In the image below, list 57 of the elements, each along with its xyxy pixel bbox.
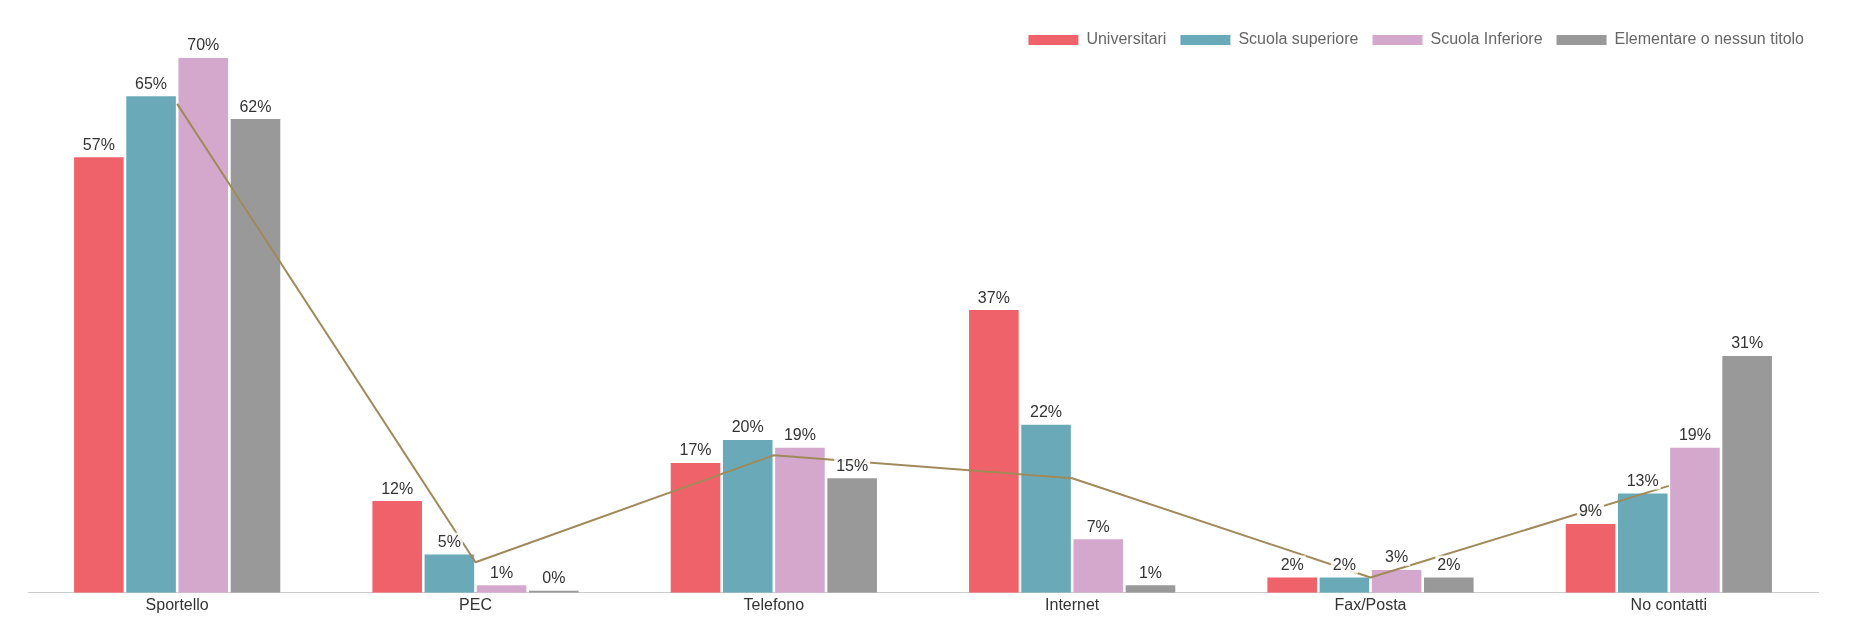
data-label: 62% (239, 97, 272, 115)
data-label: 37% (977, 288, 1010, 306)
bar (126, 96, 176, 593)
bar (1371, 569, 1422, 593)
bar (424, 554, 475, 593)
data-label: 15% (836, 456, 869, 474)
x-tick-label: PEC (459, 595, 492, 613)
data-label: 1% (1138, 563, 1163, 581)
data-label: 31% (1731, 334, 1764, 352)
bar (476, 585, 527, 593)
bar (1021, 424, 1071, 593)
data-label: 9% (1578, 502, 1603, 520)
legend-label: Elementare o nessun titolo (1614, 30, 1805, 48)
data-label: 22% (1030, 403, 1063, 421)
data-label: 3% (1385, 548, 1409, 566)
data-label: 5% (437, 533, 461, 551)
data-label: 65% (135, 74, 168, 92)
bar (1267, 577, 1317, 593)
data-label: 2% (1332, 555, 1356, 573)
bar (1565, 524, 1616, 593)
data-label: 0% (542, 569, 566, 587)
data-label: 70% (187, 36, 220, 54)
data-label: 12% (381, 479, 414, 497)
x-tick-label: Sportello (145, 595, 209, 613)
data-label: 20% (731, 418, 764, 436)
bar (969, 310, 1019, 593)
bar (230, 119, 281, 593)
data-label: 2% (1437, 555, 1461, 573)
bar (722, 440, 773, 593)
data-label: 13% (1626, 471, 1659, 489)
legend-label: Scuola Inferiore (1430, 30, 1543, 48)
x-tick-label: Telefono (743, 595, 805, 613)
bar (178, 58, 229, 593)
bar (670, 462, 721, 593)
data-label: 57% (82, 135, 115, 153)
legend-label: Scuola superiore (1238, 30, 1359, 48)
bar (827, 478, 877, 593)
x-tick-label: No contatti (1630, 595, 1708, 613)
legend-label: Universitari (1086, 30, 1167, 48)
bar (1722, 355, 1772, 593)
bar (1073, 539, 1124, 593)
bar (1617, 493, 1668, 593)
bar (372, 501, 422, 593)
x-tick-label: Fax/Posta (1334, 595, 1407, 613)
data-label: 19% (783, 426, 816, 444)
data-label: 1% (490, 563, 514, 581)
bar (775, 447, 825, 593)
bar (1424, 577, 1474, 593)
data-label: 17% (679, 441, 712, 459)
bar (1670, 447, 1720, 593)
data-label: 2% (1280, 555, 1304, 573)
data-label: 7% (1086, 517, 1110, 535)
data-label: 19% (1678, 426, 1711, 444)
bar (74, 157, 124, 593)
bar (1319, 577, 1370, 593)
bar (1125, 585, 1176, 593)
x-tick-label: Internet (1045, 595, 1100, 613)
